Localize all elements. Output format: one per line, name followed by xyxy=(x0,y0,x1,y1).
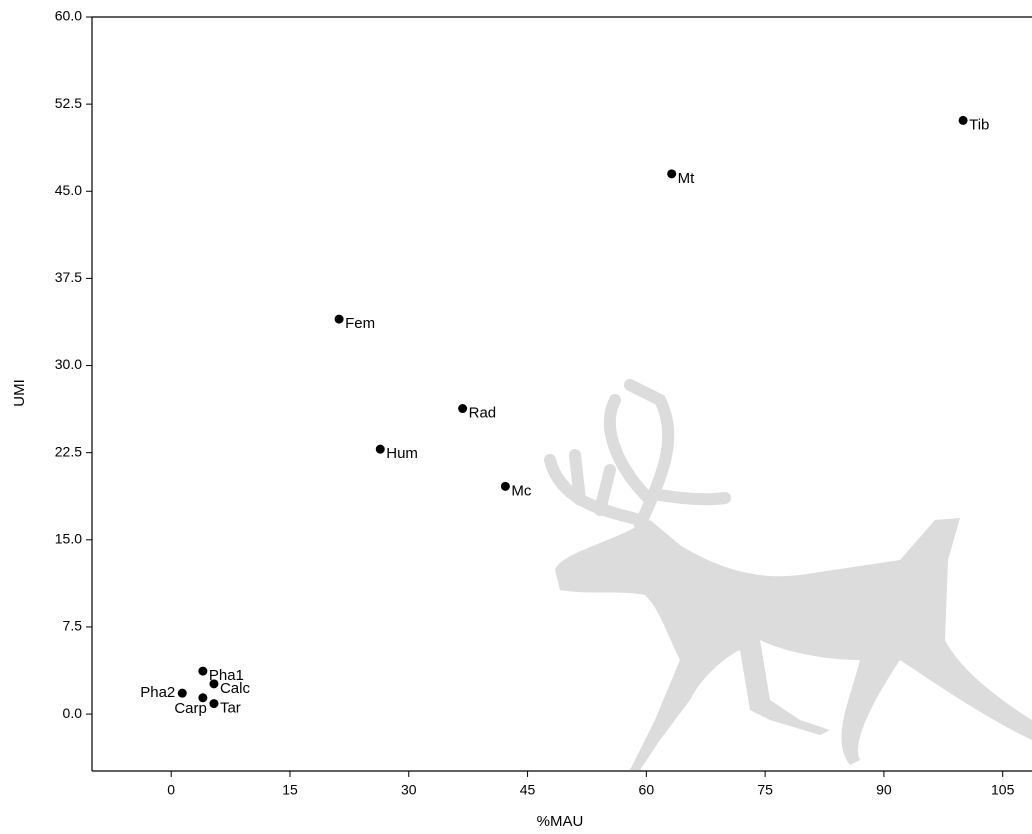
point-label: Pha2 xyxy=(140,684,175,701)
y-tick-label: 22.5 xyxy=(55,443,82,459)
point-label: Tib xyxy=(969,116,989,133)
x-axis-label: %MAU xyxy=(537,813,584,830)
y-tick-label: 45.0 xyxy=(55,182,82,198)
point xyxy=(198,693,208,703)
y-tick-label: 7.5 xyxy=(63,618,83,634)
point-label: Tar xyxy=(220,700,241,717)
point xyxy=(500,481,510,491)
y-tick-label: 15.0 xyxy=(55,531,82,547)
y-tick-label: 37.5 xyxy=(55,269,82,285)
y-tick-label: 30.0 xyxy=(55,356,82,372)
point-label: Pha1 xyxy=(209,667,244,684)
point xyxy=(667,169,677,179)
x-tick-label: 45 xyxy=(520,782,536,798)
point-label: Mt xyxy=(678,170,695,187)
x-tick-label: 75 xyxy=(757,782,773,798)
point xyxy=(177,688,187,698)
point xyxy=(198,666,208,676)
x-tick-label: 30 xyxy=(401,782,417,798)
x-tick-label: 0 xyxy=(167,782,175,798)
point-label: Hum xyxy=(386,445,418,462)
x-tick-label: 90 xyxy=(876,782,892,798)
y-tick-label: 60.0 xyxy=(55,8,82,24)
y-tick-label: 0.0 xyxy=(63,705,83,721)
point xyxy=(375,444,385,454)
y-axis-label: UMI xyxy=(11,379,28,407)
point-label: Calc xyxy=(220,680,251,697)
point xyxy=(209,679,219,689)
y-tick-label: 52.5 xyxy=(55,95,82,111)
reindeer-silhouette xyxy=(544,379,1032,770)
x-tick-label: 105 xyxy=(991,782,1015,798)
point xyxy=(458,404,468,414)
x-tick-label: 15 xyxy=(282,782,298,798)
point xyxy=(334,314,344,324)
point-label: Carp xyxy=(174,700,207,717)
point xyxy=(958,115,968,125)
x-tick-label: 60 xyxy=(639,782,655,798)
point-label: Mc xyxy=(511,482,531,499)
point xyxy=(209,699,219,709)
point-label: Fem xyxy=(345,315,375,332)
point-label: Rad xyxy=(469,404,497,421)
